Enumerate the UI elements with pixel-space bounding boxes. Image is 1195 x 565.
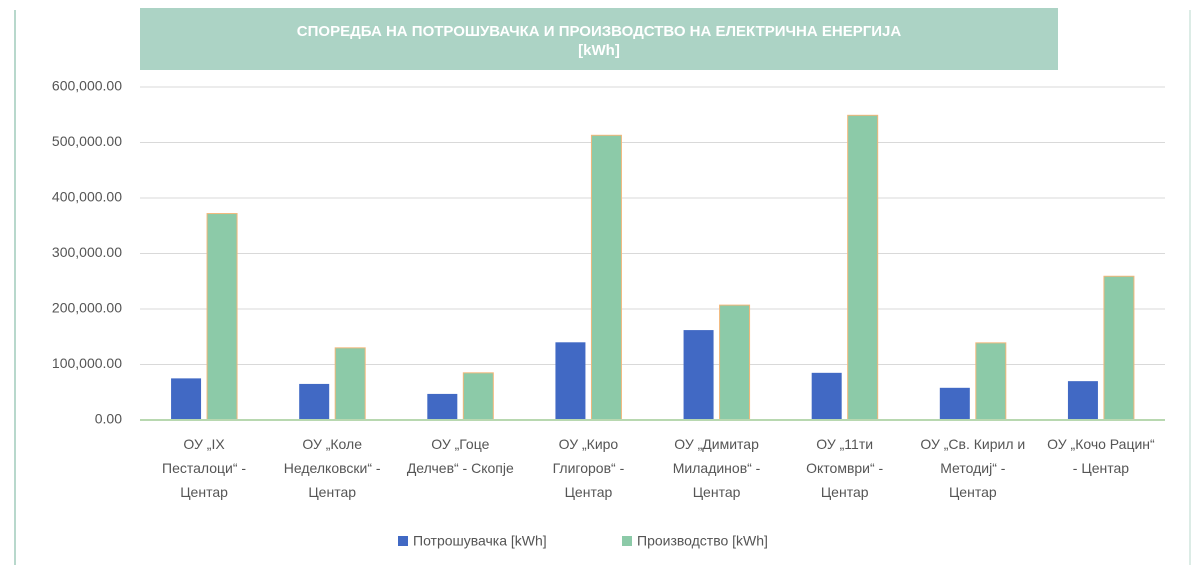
x-tick-label: ОУ „Киро Глигоров“ - Центар bbox=[552, 436, 625, 500]
y-tick-label: 600,000.00 bbox=[52, 78, 122, 94]
x-tick-label: ОУ „Св. Кирил и Методиј“ - Центар bbox=[920, 436, 1026, 500]
legend-label: Производство [kWh] bbox=[637, 533, 768, 549]
x-tick-label: ОУ „Кочо Рацин“ - Центар bbox=[1047, 436, 1155, 476]
legend-swatch bbox=[398, 536, 408, 546]
bar bbox=[683, 330, 714, 420]
y-tick-label: 200,000.00 bbox=[52, 300, 122, 316]
y-tick-label: 400,000.00 bbox=[52, 189, 122, 205]
bar bbox=[171, 378, 202, 420]
bar bbox=[462, 372, 494, 421]
y-tick-label: 300,000.00 bbox=[52, 244, 122, 260]
bar bbox=[427, 393, 458, 420]
bar bbox=[299, 383, 330, 420]
y-tick-label: 100,000.00 bbox=[52, 355, 122, 371]
bar bbox=[1067, 381, 1098, 420]
bar bbox=[1103, 275, 1135, 421]
bar bbox=[206, 213, 238, 421]
bar bbox=[719, 304, 751, 421]
x-tick-label: ОУ „IX Песталоци“ - Центар bbox=[162, 436, 247, 500]
x-tick-label: ОУ „Коле Неделковски“ - Центар bbox=[283, 436, 381, 500]
x-tick-label: ОУ „Димитар Миладинов“ - Центар bbox=[672, 436, 761, 500]
bar bbox=[590, 134, 622, 421]
bar bbox=[811, 372, 842, 420]
bar bbox=[334, 347, 366, 421]
legend-label: Потрошувачка [kWh] bbox=[413, 533, 547, 549]
x-tick-label: ОУ „Гоце Делчев“ - Скопје bbox=[406, 436, 514, 476]
bar bbox=[555, 342, 586, 420]
y-tick-label: 500,000.00 bbox=[52, 133, 122, 149]
x-tick-label: ОУ „11ти Октомври“ - Центар bbox=[806, 436, 884, 500]
bar bbox=[975, 342, 1007, 421]
y-tick-label: 0.00 bbox=[95, 411, 122, 427]
bar bbox=[939, 387, 970, 420]
chart-title: СПОРЕДБА НА ПОТРОШУВАЧКА И ПРОИЗВОДСТВО … bbox=[140, 8, 1058, 70]
legend-swatch bbox=[622, 536, 632, 546]
bar bbox=[847, 114, 879, 421]
